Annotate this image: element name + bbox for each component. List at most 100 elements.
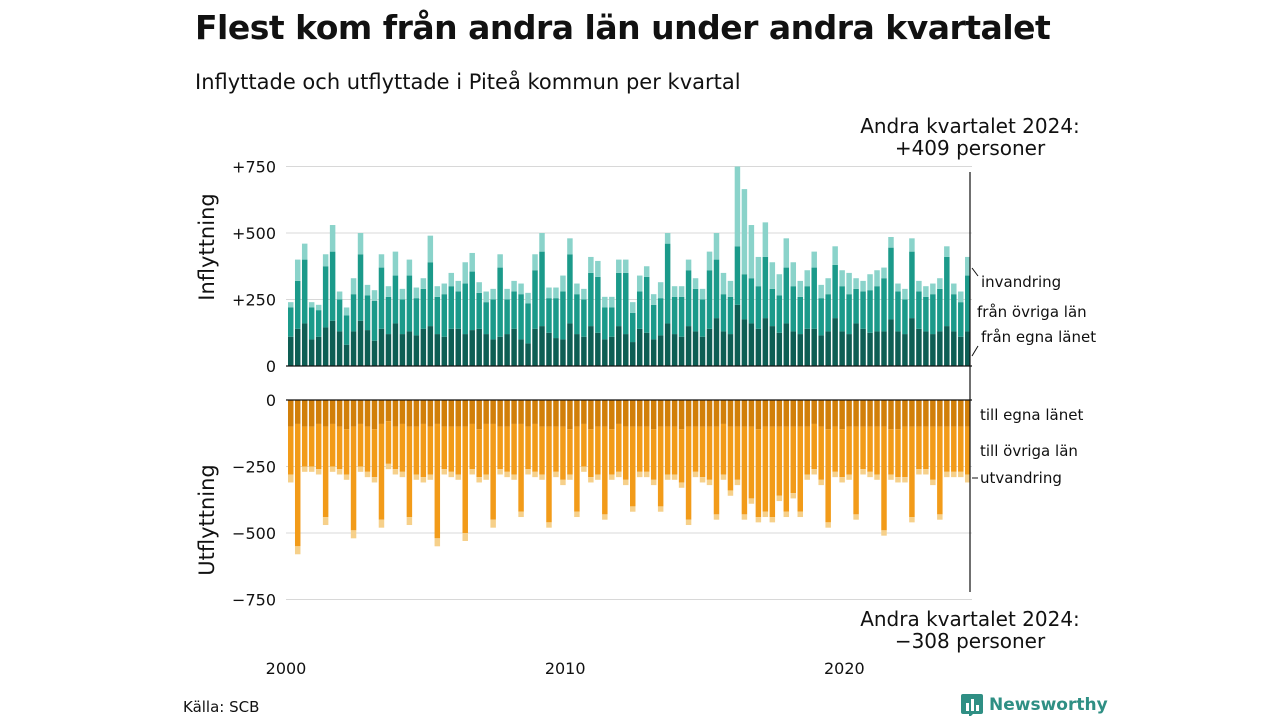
bar-in-immigration — [776, 274, 783, 296]
bar-out-own-county — [762, 400, 769, 427]
bar-in-own-county — [574, 334, 580, 366]
bar-in-immigration — [553, 287, 559, 299]
bar-in-immigration — [434, 286, 441, 297]
bar-in-other-counties — [965, 275, 971, 332]
x-tick-label: 2000 — [266, 659, 307, 678]
bar-out-other-counties — [497, 426, 503, 470]
bar-out-other-counties — [581, 423, 587, 467]
bar-in-other-counties — [315, 310, 322, 337]
bar-out-emigration — [595, 474, 601, 480]
bar-in-immigration — [588, 256, 594, 273]
bar-in-immigration — [769, 262, 776, 289]
bar-in-other-counties — [951, 294, 957, 332]
bar-in-other-counties — [392, 275, 399, 324]
bar-in-other-counties — [713, 259, 720, 319]
bar-out-own-county — [839, 400, 845, 430]
bar-out-other-counties — [504, 426, 510, 472]
bar-out-emigration — [811, 469, 817, 475]
bar-out-other-counties — [881, 426, 887, 531]
bar-in-own-county — [329, 320, 336, 366]
bar-in-immigration — [874, 270, 880, 287]
chart-subtitle: Inflyttade och utflyttade i Piteå kommun… — [195, 70, 741, 94]
bar-in-own-county — [434, 334, 441, 366]
bar-in-other-counties — [678, 296, 685, 337]
bar-in-immigration — [539, 233, 545, 252]
bar-in-immigration — [630, 302, 636, 313]
bar-in-immigration — [706, 251, 713, 271]
bar-in-immigration — [392, 251, 399, 276]
bar-in-immigration — [832, 246, 838, 265]
bar-in-other-counties — [944, 256, 950, 327]
source-note: Källa: SCB — [183, 698, 260, 716]
bar-in-other-counties — [916, 291, 922, 329]
bar-out-emigration — [623, 479, 629, 486]
bar-out-emigration — [553, 471, 559, 478]
bar-in-other-counties — [462, 283, 468, 335]
bar-out-own-county — [315, 400, 322, 424]
bar-in-other-counties — [650, 304, 657, 340]
bar-in-immigration — [881, 267, 887, 279]
bar-out-own-county — [427, 400, 434, 427]
bar-out-emigration — [734, 479, 741, 486]
bar-out-other-counties — [783, 426, 790, 512]
bar-out-other-counties — [441, 426, 448, 470]
bar-out-own-county — [378, 400, 385, 424]
bar-out-own-county — [539, 400, 545, 427]
bar-out-emigration — [301, 466, 308, 472]
bar-out-other-counties — [853, 426, 859, 515]
bar-out-emigration — [783, 511, 790, 518]
bar-out-own-county — [909, 400, 915, 427]
series-label-inflow: invandring — [981, 273, 1061, 291]
bar-in-immigration — [560, 275, 566, 292]
bar-out-other-counties — [455, 426, 461, 475]
bar-out-own-county — [630, 400, 636, 427]
bar-in-other-counties — [671, 296, 678, 335]
bar-out-other-counties — [923, 426, 929, 470]
bar-out-other-counties — [392, 426, 399, 470]
bar-in-other-counties — [706, 270, 713, 329]
bar-out-emigration — [797, 511, 803, 518]
bar-in-immigration — [720, 272, 727, 295]
bar-out-other-counties — [602, 426, 608, 515]
bar-out-other-counties — [308, 426, 315, 467]
bar-in-immigration — [846, 272, 852, 295]
bar-out-own-county — [867, 400, 873, 427]
bar-out-other-counties — [727, 426, 734, 491]
bar-out-emigration — [288, 474, 294, 483]
bar-in-own-county — [720, 331, 727, 366]
bar-out-emigration — [357, 466, 364, 472]
y-tick-outflow: −750 — [232, 591, 276, 610]
bar-out-own-county — [958, 400, 964, 427]
bar-out-own-county — [797, 400, 803, 427]
bar-in-other-counties — [902, 299, 908, 335]
y-tick-inflow: +500 — [232, 224, 276, 243]
bar-out-own-county — [811, 400, 817, 424]
bar-out-other-counties — [609, 429, 615, 475]
x-tick-label: 2020 — [824, 659, 865, 678]
bar-in-own-county — [588, 326, 594, 366]
bar-out-other-counties — [315, 423, 322, 470]
bar-out-emigration — [846, 474, 852, 480]
bar-out-emigration — [909, 517, 915, 523]
bar-out-own-county — [923, 400, 929, 427]
bar-in-own-county — [322, 327, 329, 366]
bar-out-emigration — [888, 474, 894, 480]
bar-out-emigration — [392, 469, 399, 475]
bar-out-own-county — [636, 400, 643, 427]
bar-out-other-counties — [867, 426, 873, 472]
bar-out-other-counties — [595, 426, 601, 475]
bar-out-other-counties — [567, 429, 573, 475]
bar-in-immigration — [350, 278, 357, 295]
bar-out-own-county — [741, 400, 748, 427]
bar-out-own-county — [581, 400, 587, 424]
bar-out-emigration — [378, 519, 385, 528]
bar-in-own-county — [455, 328, 461, 366]
bar-in-own-county — [343, 344, 350, 366]
bar-in-other-counties — [630, 312, 636, 343]
series-label-outflow: till egna länet — [980, 406, 1083, 424]
bar-in-other-counties — [511, 291, 517, 329]
bar-in-other-counties — [504, 299, 510, 335]
bar-in-other-counties — [413, 298, 420, 336]
bar-out-own-county — [951, 400, 957, 427]
y-tick-inflow: +750 — [232, 158, 276, 177]
